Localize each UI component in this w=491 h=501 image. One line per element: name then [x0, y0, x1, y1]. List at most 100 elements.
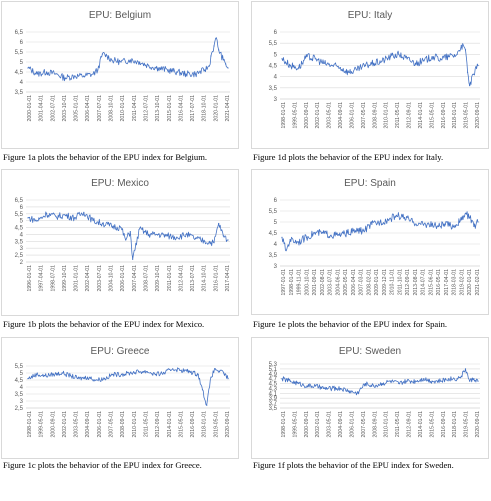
y-tick-label: 5,5: [269, 41, 278, 47]
x-tick-label: 2007-05-01: [109, 411, 115, 438]
x-tick-label: 2003-05-01: [327, 411, 333, 438]
data-point: [456, 53, 458, 55]
x-tick-label: 2018-03-01: [452, 269, 458, 296]
data-point: [194, 237, 197, 240]
x-tick-label: 2003-07-01: [97, 265, 103, 292]
series-line: [281, 368, 479, 396]
data-point: [323, 62, 325, 64]
chart-panel-belgium: EPU: Belgium 3,5 4 4,5 5 5,5 6 6,5 2000-01-01 200…: [1, 1, 239, 149]
data-point: [223, 372, 225, 374]
x-tick-label: 2018-01-01: [452, 411, 458, 438]
x-tick-label: 2012-09-01: [407, 411, 413, 438]
x-tick-label: 2020-09-01: [225, 411, 231, 438]
x-tick-label: 2003-05-01: [74, 411, 80, 438]
data-point: [373, 385, 375, 387]
data-point: [55, 73, 57, 75]
data-point: [129, 231, 131, 233]
x-tick-label: 2010-11-01: [390, 269, 396, 295]
data-point: [83, 211, 85, 213]
x-tick-label: 2017-04-01: [225, 265, 231, 292]
data-point: [436, 225, 438, 227]
x-tick-label: 2019-05-01: [213, 411, 219, 438]
series-line: [27, 367, 229, 406]
chart-title: EPU: Italy: [348, 10, 392, 21]
data-point: [73, 75, 76, 77]
x-tick-label: 2019-05-01: [464, 411, 470, 438]
y-tick-label: 5: [274, 52, 278, 58]
x-tick-label: 2015-06-01: [428, 269, 434, 296]
y-tick-label: 2: [20, 260, 24, 266]
data-point: [406, 380, 408, 382]
y-tick-label: 4,5: [269, 231, 278, 237]
data-point: [281, 378, 283, 380]
x-tick-label: 2014-01-01: [418, 411, 424, 438]
data-point: [194, 73, 197, 75]
x-tick-label: 2007-04-01: [132, 265, 138, 292]
data-point: [477, 221, 479, 223]
y-tick-label: 3,5: [15, 392, 24, 398]
data-point: [92, 220, 94, 222]
x-tick-label: 2007-03-01: [359, 269, 365, 296]
data-point: [120, 61, 122, 63]
data-point: [95, 379, 97, 381]
data-point: [176, 71, 178, 73]
data-point: [373, 62, 375, 64]
data-point: [364, 382, 367, 385]
x-tick-label: 2006-01-01: [120, 265, 126, 292]
data-point: [208, 65, 210, 67]
x-tick-label: 2011-01-01: [167, 265, 173, 291]
x-tick-label: 2020-01-01: [467, 269, 473, 296]
data-point: [464, 368, 467, 370]
x-tick-label: 2009-12-01: [382, 269, 388, 296]
data-point: [222, 59, 224, 61]
x-tick-label: 2011-04-01: [132, 95, 138, 121]
x-tick-label: 2020-09-01: [475, 102, 481, 129]
x-tick-label: 2001-04-01: [39, 95, 45, 122]
y-tick-label: 4: [20, 80, 24, 86]
x-tick-label: 1997-01-01: [281, 269, 287, 296]
x-tick-label: 1999-10-01: [62, 265, 68, 292]
x-tick-label: 2016-09-01: [441, 411, 447, 438]
x-tick-label: 2016-05-01: [436, 269, 442, 296]
series-line: [281, 211, 479, 251]
data-point: [46, 213, 48, 215]
y-tick-label: 5,1: [269, 367, 278, 373]
data-point: [225, 63, 227, 65]
data-point: [431, 380, 433, 382]
data-point: [204, 69, 206, 71]
x-tick-label: 2015-05-01: [429, 102, 435, 129]
x-tick-label: 2006-04-01: [85, 95, 91, 122]
chart-spain: EPU: Spain 3 3,5 4 4,5 5 5,5 6 1997-01-01 1998-01…: [269, 178, 481, 296]
data-point: [27, 217, 29, 219]
data-point: [469, 217, 471, 219]
data-point: [348, 390, 350, 392]
data-point: [331, 64, 333, 67]
x-tick-label: 2014-07-01: [421, 269, 427, 296]
data-point: [339, 67, 341, 69]
x-tick-label: 2020-09-01: [475, 411, 481, 438]
caption-belgium: Figure 1a plots the behavior of the EPU …: [3, 152, 208, 162]
y-tick-label: 5,5: [15, 212, 24, 218]
data-point: [185, 233, 187, 236]
data-point: [297, 241, 299, 243]
data-point: [398, 53, 400, 55]
x-tick-label: 2002-01-01: [315, 102, 321, 129]
x-tick-label: 2019-05-01: [464, 102, 470, 129]
data-point: [473, 225, 475, 227]
data-point: [314, 232, 316, 234]
x-tick-label: 2014-01-01: [418, 102, 424, 129]
data-point: [46, 71, 48, 73]
y-tick-label: 4,5: [15, 70, 24, 76]
x-tick-label: 2000-09-01: [304, 102, 310, 129]
data-point: [323, 387, 325, 390]
data-point: [356, 69, 358, 71]
data-point: [387, 219, 389, 221]
x-tick-label: 1998-07-01: [50, 265, 56, 292]
data-point: [314, 385, 316, 387]
data-point: [204, 240, 206, 242]
x-tick-label: 2004-09-01: [338, 102, 344, 129]
x-tick-label: 2009-01-01: [374, 269, 380, 296]
data-point: [27, 67, 29, 69]
x-tick-label: 2006-01-01: [97, 411, 103, 438]
x-tick-label: 2013-07-01: [190, 265, 196, 292]
